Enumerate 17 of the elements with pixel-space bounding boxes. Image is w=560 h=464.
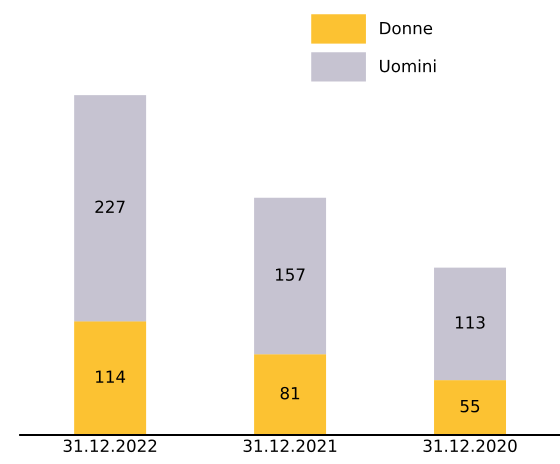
x-tick-label: 31.12.2021	[244, 439, 336, 452]
bar	[434, 268, 506, 380]
bar	[74, 321, 146, 435]
bar	[254, 354, 326, 435]
x-tick-label: 31.12.2022	[64, 439, 156, 452]
bar	[254, 198, 326, 354]
data-label: 157	[276, 268, 305, 281]
x-tick-label: 31.12.2020	[424, 439, 517, 452]
data-label: 81	[280, 386, 300, 400]
data-label: 113	[456, 316, 485, 329]
data-label: 114	[96, 370, 126, 383]
bar	[434, 380, 506, 435]
data-label: 227	[95, 200, 125, 213]
bar	[74, 95, 146, 322]
data-label: 55	[460, 400, 480, 412]
legend-label: Donne	[380, 22, 432, 34]
legend-label: Uomini	[380, 59, 436, 72]
